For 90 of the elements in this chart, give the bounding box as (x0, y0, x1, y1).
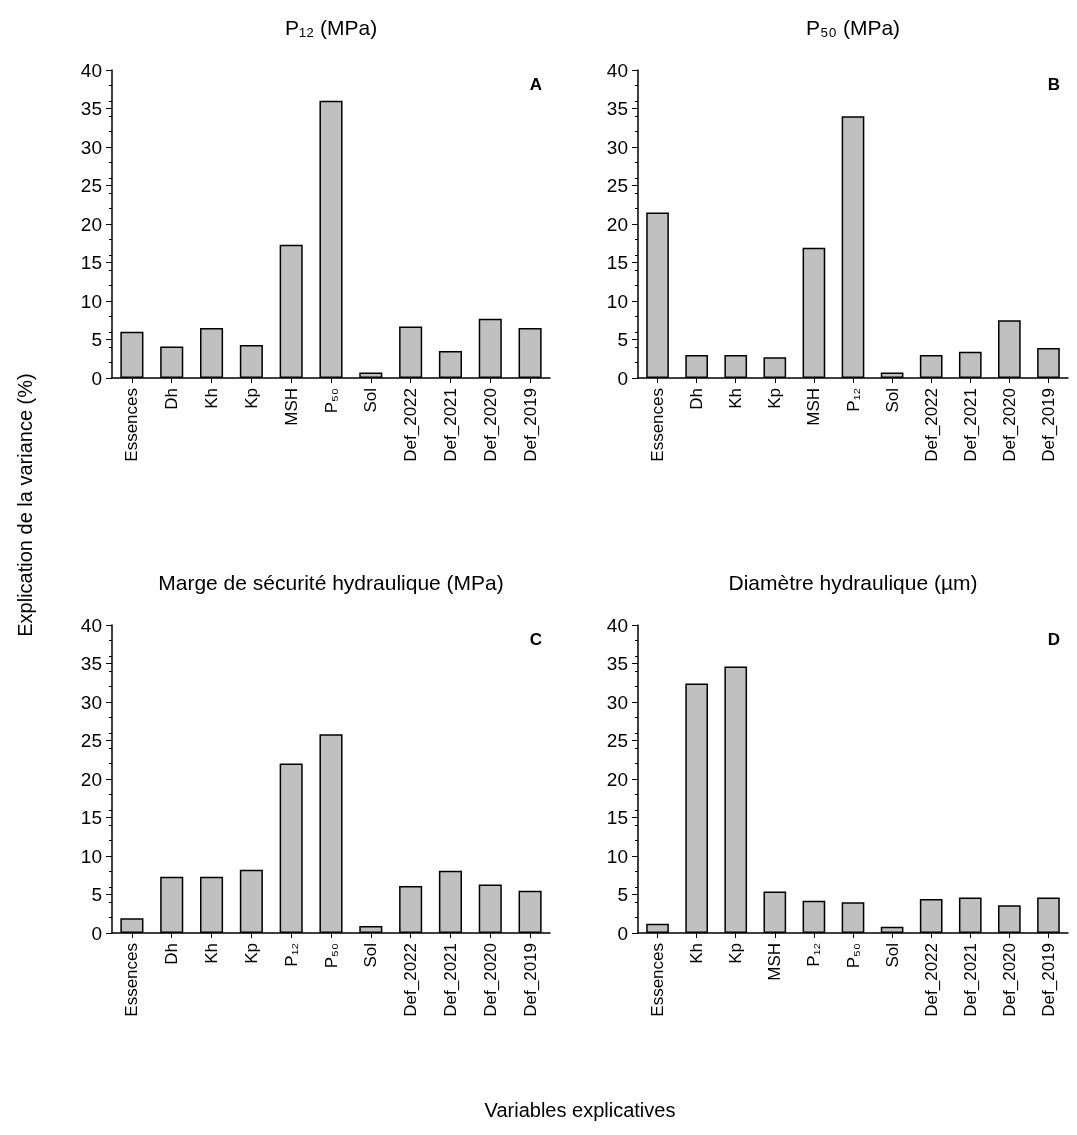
y-tick-label: 5 (91, 329, 102, 350)
y-tick-label: 35 (606, 98, 628, 119)
y-tick-label: 5 (91, 884, 102, 905)
x-tick-label: Def_2019 (520, 943, 540, 1017)
chart-title: P₅₀ (MPa) (805, 16, 901, 39)
y-tick-label: 25 (606, 175, 628, 196)
x-tick-label: Dh (162, 388, 182, 410)
x-tick-label: Def_2021 (960, 943, 980, 1017)
x-tick-label: Essences (122, 388, 142, 462)
y-tick-label: 20 (80, 213, 102, 235)
x-tick-label: P₅₀ (321, 388, 341, 414)
y-tick-label: 30 (606, 691, 628, 713)
y-tick-label: 0 (91, 922, 102, 944)
x-tick-label: Dh (687, 388, 707, 410)
y-tick-label: 15 (80, 252, 102, 273)
x-tick-label: Kp (241, 388, 261, 409)
x-tick-label: Kp (765, 388, 785, 409)
y-tick-label: 15 (606, 252, 628, 273)
x-tick-label: Def_2020 (480, 943, 500, 1017)
y-tick-label: 0 (91, 367, 102, 389)
x-tick-label: Kp (241, 943, 261, 964)
y-tick-label: 5 (617, 884, 628, 905)
x-tick-label: Kh (687, 943, 707, 964)
x-tick-label: Def_2019 (1038, 388, 1058, 462)
y-tick-label: 35 (606, 653, 628, 674)
y-tick-label: 40 (606, 614, 628, 636)
x-tick-label: MSH (281, 388, 301, 426)
y-tick-label: 10 (606, 845, 628, 867)
x-tick-label: Def_2021 (440, 943, 460, 1017)
x-tick-label: MSH (804, 388, 824, 426)
y-tick-label: 40 (80, 59, 102, 81)
x-tick-label: Def_2022 (921, 388, 941, 462)
y-tick-label: 20 (80, 768, 102, 790)
y-tick-label: 0 (617, 922, 628, 944)
y-tick-label: 35 (80, 653, 102, 674)
x-tick-label: Def_2019 (520, 388, 540, 462)
x-tick-label: Kp (726, 943, 746, 964)
x-tick-label: Def_2022 (401, 943, 421, 1017)
x-tick-label: Essences (648, 388, 668, 462)
x-tick-label: P₁₂ (804, 943, 824, 967)
y-tick-label: 35 (80, 98, 102, 119)
x-axis-title: Variables explicatives (484, 1098, 676, 1122)
x-tick-label: Sol (882, 388, 902, 413)
y-tick-label: 5 (617, 329, 628, 350)
y-tick-label: 10 (606, 290, 628, 312)
x-tick-label: P₅₀ (843, 943, 863, 969)
y-tick-label: 40 (80, 614, 102, 636)
x-tick-label: Def_2020 (480, 388, 500, 462)
y-tick-label: 15 (606, 807, 628, 828)
x-tick-label: Kh (202, 388, 222, 409)
y-tick-label: 40 (606, 59, 628, 81)
annotation: D (1047, 630, 1060, 649)
x-tick-label: P₅₀ (321, 943, 341, 969)
x-tick-label: Essences (122, 943, 142, 1017)
x-tick-label: Sol (361, 943, 381, 968)
y-tick-label: 25 (80, 175, 102, 196)
x-tick-label: Def_2019 (1038, 943, 1058, 1017)
y-tick-label: 30 (80, 691, 102, 713)
x-tick-label: Def_2022 (921, 943, 941, 1017)
x-tick-label: P₁₂ (281, 943, 301, 967)
y-tick-label: 30 (80, 136, 102, 158)
x-tick-label: P₁₂ (843, 388, 863, 412)
x-tick-label: Def_2021 (440, 388, 460, 462)
chart-title: Marge de sécurité hydraulique (MPa) (158, 571, 504, 594)
x-tick-label: Def_2021 (960, 388, 980, 462)
y-tick-label: 25 (606, 730, 628, 751)
y-axis-title: Explication de la variance (%) (13, 373, 37, 637)
x-tick-label: Def_2020 (999, 388, 1019, 462)
x-tick-label: Sol (361, 388, 381, 413)
x-tick-label: Essences (648, 943, 668, 1017)
y-tick-label: 25 (80, 730, 102, 751)
annotation: A (529, 75, 542, 94)
x-tick-label: Kh (202, 943, 222, 964)
x-tick-label: Dh (162, 943, 182, 965)
y-tick-label: 15 (80, 807, 102, 828)
y-tick-label: 10 (80, 845, 102, 867)
x-tick-label: MSH (765, 943, 785, 981)
y-tick-label: 10 (80, 290, 102, 312)
x-tick-label: Def_2022 (401, 388, 421, 462)
x-tick-label: Kh (726, 388, 746, 409)
y-tick-label: 0 (617, 367, 628, 389)
x-tick-label: Sol (882, 943, 902, 968)
annotation: B (1047, 75, 1060, 94)
x-tick-label: Def_2020 (999, 943, 1019, 1017)
y-tick-label: 20 (606, 768, 628, 790)
y-tick-label: 30 (606, 136, 628, 158)
annotation: C (529, 630, 542, 649)
chart-title: Diamètre hydraulique (µm) (728, 571, 978, 594)
chart-title: P₁₂ (MPa) (284, 16, 378, 39)
y-tick-label: 20 (606, 213, 628, 235)
